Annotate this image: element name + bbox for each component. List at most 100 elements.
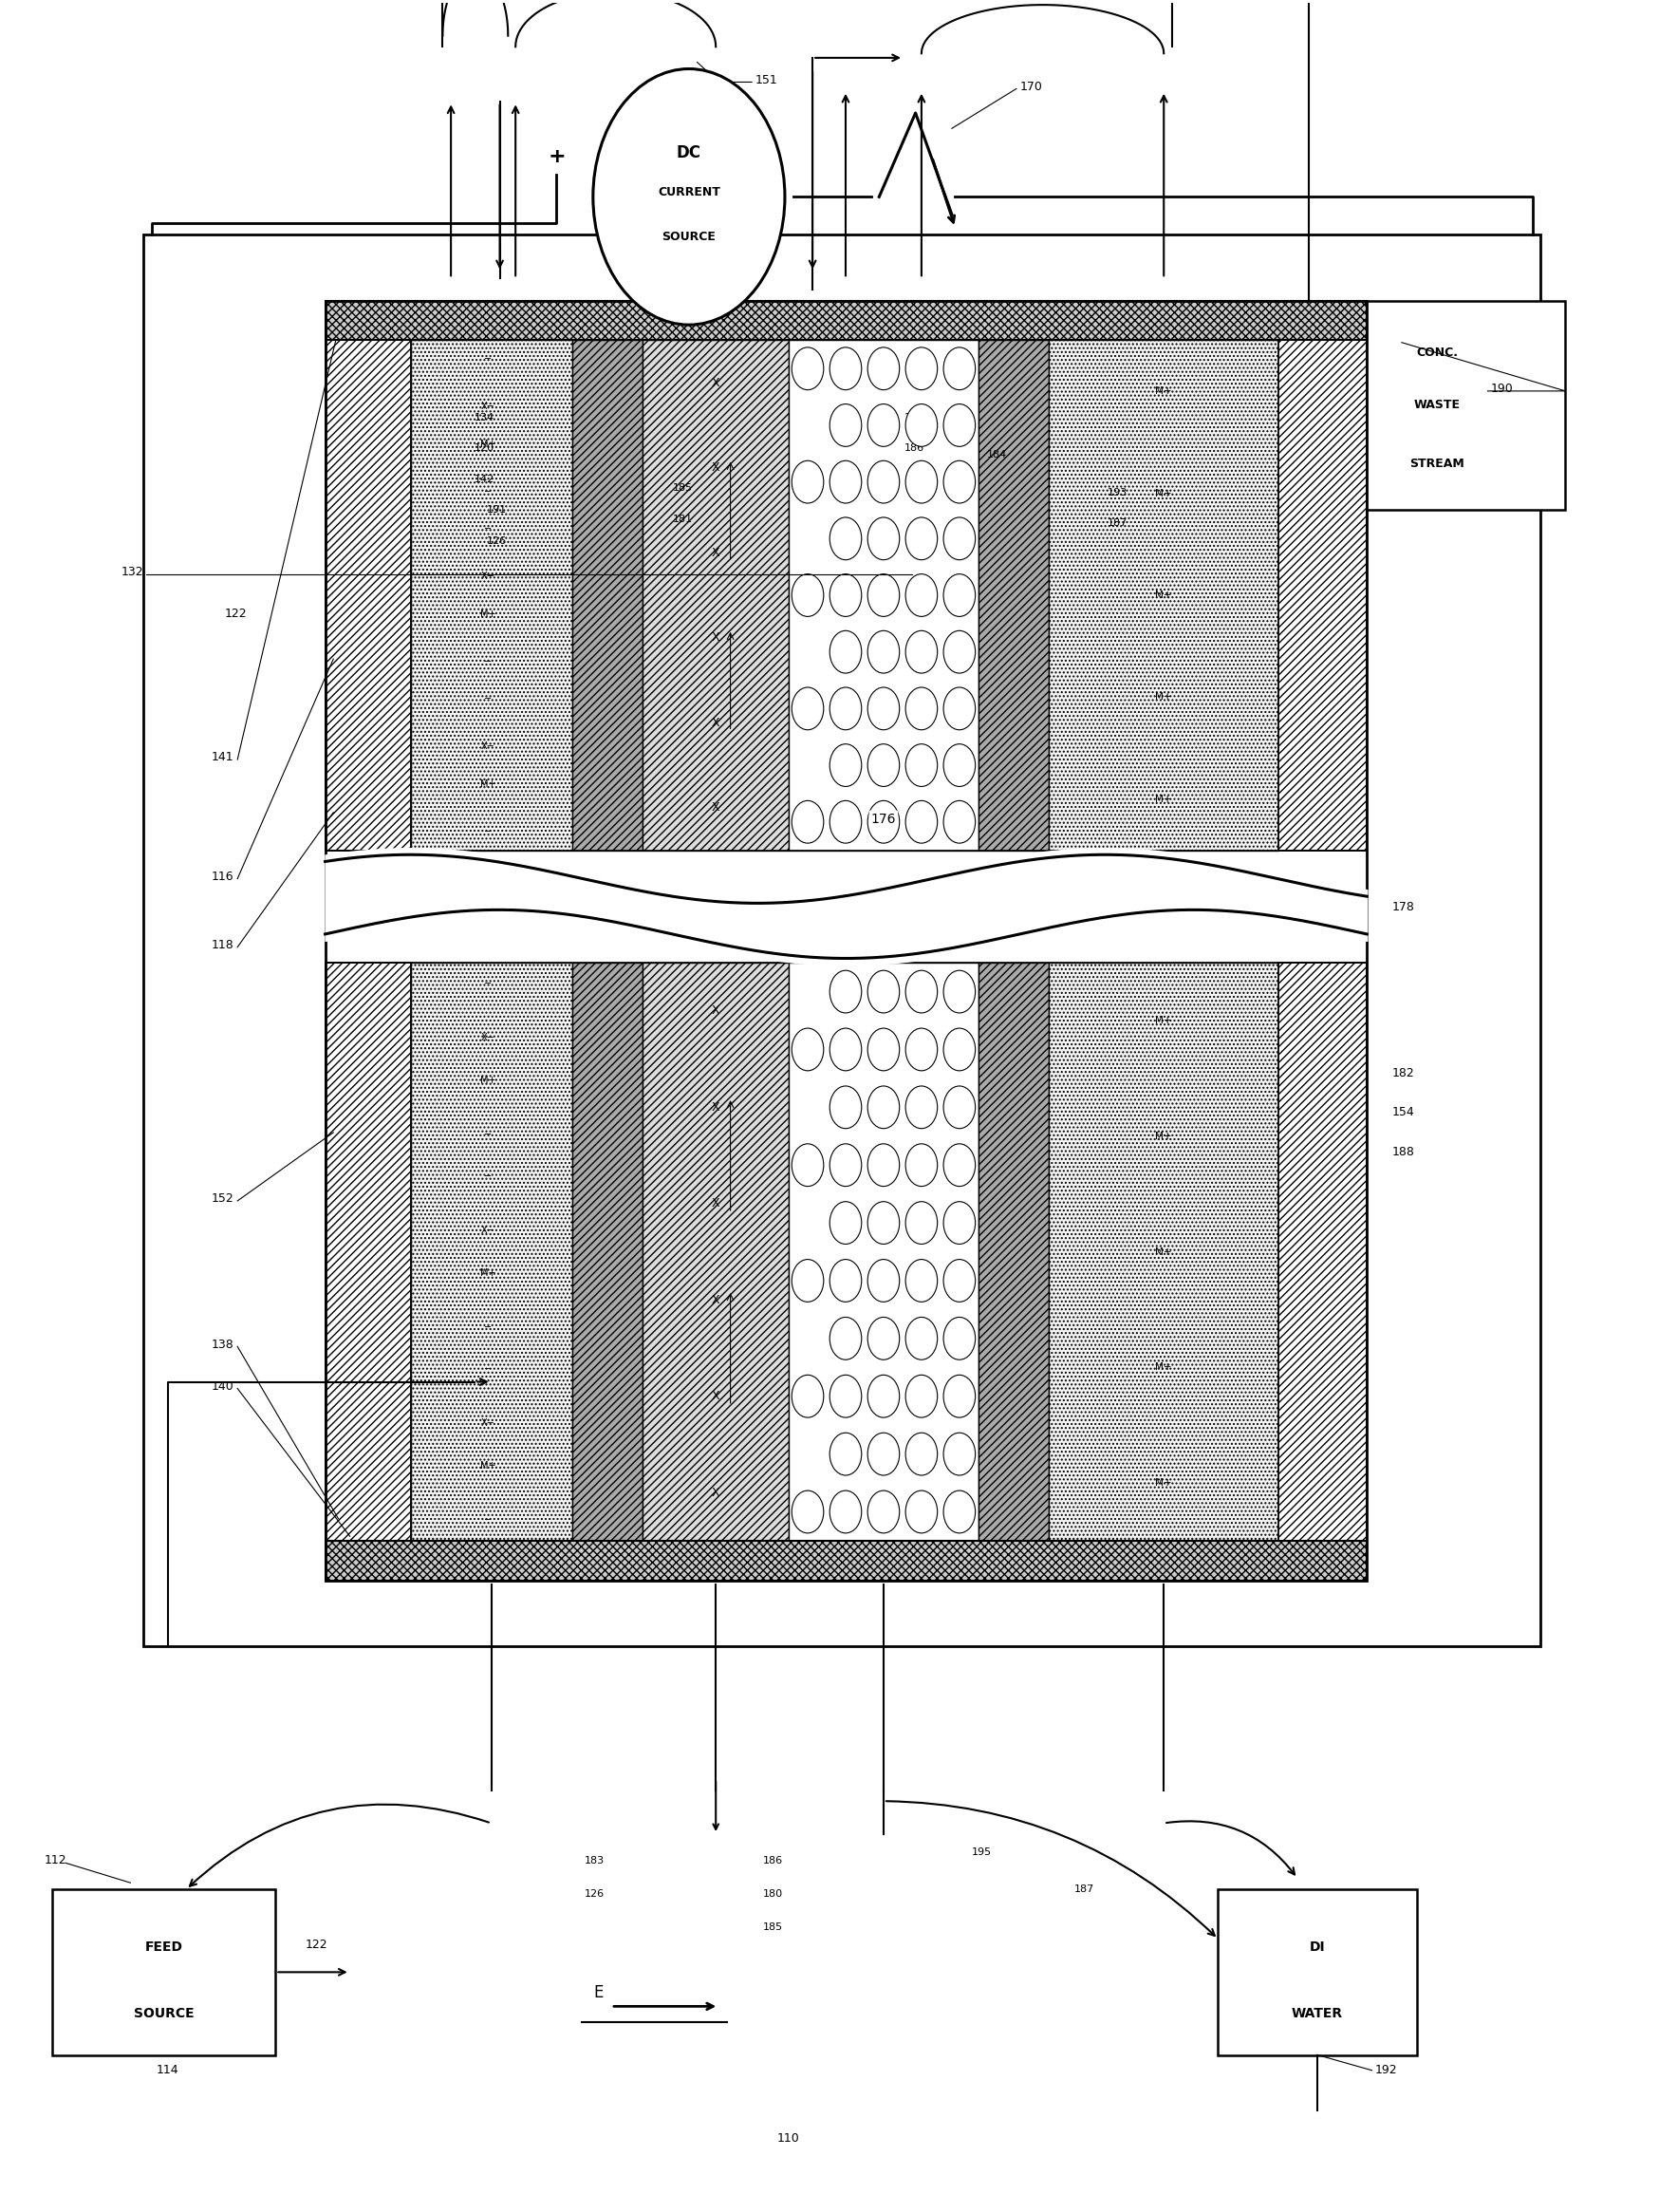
Circle shape xyxy=(906,1259,937,1303)
Bar xyxy=(979,962,1048,1542)
Text: X−: X− xyxy=(481,403,494,411)
Circle shape xyxy=(868,1491,899,1533)
Circle shape xyxy=(791,1376,823,1418)
Circle shape xyxy=(791,573,823,617)
Circle shape xyxy=(944,347,975,389)
Text: 126: 126 xyxy=(488,535,508,546)
Circle shape xyxy=(944,405,975,447)
Text: 180: 180 xyxy=(763,1889,783,1898)
Circle shape xyxy=(592,69,785,325)
Text: −: − xyxy=(484,487,493,495)
Text: −: − xyxy=(484,657,493,666)
Text: 120: 120 xyxy=(474,445,494,453)
Circle shape xyxy=(830,1491,861,1533)
Circle shape xyxy=(944,688,975,730)
Bar xyxy=(644,341,788,849)
Circle shape xyxy=(868,1144,899,1186)
Text: 110: 110 xyxy=(776,2132,800,2146)
Text: M+: M+ xyxy=(1156,1478,1173,1489)
Text: 178: 178 xyxy=(1392,900,1415,914)
Text: X: X xyxy=(712,1102,720,1113)
Text: X: X xyxy=(712,1389,720,1402)
Circle shape xyxy=(830,1201,861,1243)
Text: 122: 122 xyxy=(305,1938,328,1951)
Bar xyxy=(979,341,1048,849)
Text: −: − xyxy=(484,1130,493,1139)
Text: 191: 191 xyxy=(488,504,508,515)
Text: 185: 185 xyxy=(763,1922,783,1931)
Bar xyxy=(1048,962,1279,1542)
Circle shape xyxy=(868,1201,899,1243)
Circle shape xyxy=(906,405,937,447)
Text: X: X xyxy=(712,1486,720,1500)
Circle shape xyxy=(830,1316,861,1360)
Text: 186: 186 xyxy=(904,445,924,453)
Text: X: X xyxy=(712,801,720,814)
Bar xyxy=(325,301,1367,1579)
Circle shape xyxy=(868,630,899,672)
Text: −: − xyxy=(484,1365,493,1374)
Circle shape xyxy=(944,573,975,617)
Circle shape xyxy=(906,1201,937,1243)
Text: 112: 112 xyxy=(45,1854,66,1867)
Circle shape xyxy=(868,743,899,787)
Circle shape xyxy=(906,971,937,1013)
Text: 152: 152 xyxy=(212,1192,234,1206)
Text: 151: 151 xyxy=(755,73,778,86)
Text: X: X xyxy=(712,1197,720,1210)
Circle shape xyxy=(906,801,937,843)
Text: M+: M+ xyxy=(1156,387,1173,396)
Text: 195: 195 xyxy=(972,1847,992,1856)
Circle shape xyxy=(906,630,937,672)
Circle shape xyxy=(906,688,937,730)
Text: 141: 141 xyxy=(212,752,234,763)
Circle shape xyxy=(830,347,861,389)
Bar xyxy=(143,234,1541,1646)
Circle shape xyxy=(868,971,899,1013)
Circle shape xyxy=(830,1144,861,1186)
Circle shape xyxy=(944,1376,975,1418)
Circle shape xyxy=(944,630,975,672)
Circle shape xyxy=(944,1144,975,1186)
Circle shape xyxy=(868,460,899,502)
Text: 118: 118 xyxy=(212,938,234,951)
Text: M+: M+ xyxy=(1156,591,1173,599)
Circle shape xyxy=(830,573,861,617)
Circle shape xyxy=(944,971,975,1013)
Text: 122: 122 xyxy=(226,608,247,619)
Text: X: X xyxy=(712,633,720,644)
Bar xyxy=(572,341,644,849)
Circle shape xyxy=(944,1201,975,1243)
Circle shape xyxy=(791,801,823,843)
Text: STREAM: STREAM xyxy=(1410,458,1465,471)
Text: M+: M+ xyxy=(1156,489,1173,498)
Bar xyxy=(788,341,979,849)
Bar xyxy=(51,1889,275,2055)
Text: X−: X− xyxy=(481,1418,494,1429)
Text: 183: 183 xyxy=(584,1856,606,1865)
Circle shape xyxy=(944,518,975,560)
Text: 114: 114 xyxy=(156,2064,179,2077)
Text: M+: M+ xyxy=(1156,1130,1173,1141)
Text: 188: 188 xyxy=(1392,1146,1415,1159)
Circle shape xyxy=(868,801,899,843)
Circle shape xyxy=(830,1433,861,1475)
Bar xyxy=(325,962,410,1542)
Text: 189: 189 xyxy=(904,414,924,422)
Text: M+: M+ xyxy=(1156,1363,1173,1371)
Circle shape xyxy=(830,460,861,502)
Text: M+: M+ xyxy=(1156,1015,1173,1026)
Bar xyxy=(410,341,572,849)
Text: 116: 116 xyxy=(212,869,234,883)
Circle shape xyxy=(791,688,823,730)
Text: FEED: FEED xyxy=(144,1940,182,1953)
Circle shape xyxy=(830,1259,861,1303)
Circle shape xyxy=(868,1029,899,1071)
Text: −: − xyxy=(484,1515,493,1524)
Text: −: − xyxy=(484,524,493,533)
Bar xyxy=(1279,962,1367,1542)
Circle shape xyxy=(791,460,823,502)
Circle shape xyxy=(791,1029,823,1071)
Text: SOURCE: SOURCE xyxy=(662,230,717,243)
Text: CONC.: CONC. xyxy=(1417,347,1458,358)
